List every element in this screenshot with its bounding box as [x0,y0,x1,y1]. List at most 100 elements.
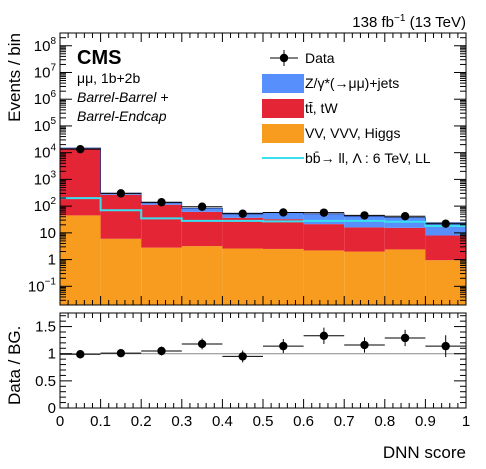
main-ytick-exp-8: 7 [50,62,56,73]
main-ytick-label-0: 10−1 [28,276,57,295]
data-marker-0 [76,144,85,154]
bar-1-7 [344,227,385,252]
cms-label: CMS [77,47,121,69]
data-marker-5 [279,208,288,217]
ratio-y-axis-title: Data / BG. [5,326,24,405]
main-ytick-exp-6: 5 [50,116,56,127]
bar-0-8 [384,249,426,305]
legend-label-3: VV, VVV, Higgs [305,125,400,141]
legend-label-2: tt̄, tW [305,100,338,116]
ratio-point-8 [384,329,426,347]
data-marker-3 [197,202,207,211]
legend-label-1: Z/γ*(→μμ)+jets [305,75,399,91]
ratio-point-5 [263,339,304,354]
legend: Data Z/γ*(→μμ)+jets tt̄, tW VV, VVV, Higgs b… [262,50,431,166]
main-ytick-exp-0: −1 [45,276,57,287]
ratio-marker-7 [360,340,369,350]
legend-marker-dot [279,53,289,63]
ratio-ytick-label-3: 1.5 [35,319,56,336]
lumi-value: 138 fb [352,14,394,31]
bar-1-4 [222,217,263,249]
data-point-9 [425,219,466,228]
lumi-label: 138 fb−1 (13 TeV) [352,13,466,31]
x-tick-label-4: 0.4 [212,413,233,430]
bar-1-8 [384,227,426,250]
ratio-marker-3 [197,339,207,349]
bar-0-7 [344,251,385,305]
main-ytick-label-1: 1 [48,252,56,269]
data-marker-4 [238,209,247,218]
bar-0-0 [60,215,101,305]
bar-1-6 [303,224,345,251]
data-point-2 [141,198,182,207]
main-ytick-base-0: 10 [28,278,45,295]
channel-label: μμ, 1b+2b [77,70,140,86]
legend-label-4: bb̄→ ll, Λ : 6 TeV, LL [305,150,431,166]
main-ytick-exp-4: 3 [50,169,56,180]
x-tick-label-5: 0.5 [253,413,274,430]
signal-step [60,197,466,228]
main-ytick-base-6: 10 [34,118,51,135]
ratio-marker-1 [116,348,126,358]
legend-swatch [262,124,304,143]
ratio-marker-9 [441,341,450,351]
legend-entry-0: Data [270,50,335,66]
data-point-0 [60,144,101,154]
x-tick-label-0: 0 [56,413,64,430]
ratio-marker-0 [76,350,85,359]
bar-0-2 [141,247,182,305]
main-ytick-exp-5: 4 [50,143,56,154]
ratio-x-ticks: 0 0.1 0.2 0.3 0.4 0.5 0.6 0.7 0.8 0.9 1 [56,313,470,430]
ratio-point-0 [60,350,101,359]
data-marker-2 [157,198,166,207]
legend-entry-2: tt̄, tW [262,99,338,118]
ratio-point-1 [100,348,142,358]
main-ytick-base-2: 10 [39,225,56,242]
ratio-y-ticks: 0 0.5 1 1.5 [35,315,466,417]
bar-1-3 [181,211,223,247]
main-y-axis-title: Events / bin [5,33,24,122]
ratio-plot-area [60,313,466,408]
data-point-7 [344,211,385,220]
stack-bars [60,147,466,305]
main-ytick-label-6: 105 [34,116,57,135]
bar-0-5 [263,248,304,305]
x-tick-label-6: 0.6 [293,413,314,430]
data-marker-9 [441,219,450,228]
data-point-6 [303,208,345,217]
legend-entry-1: Z/γ*(→μμ)+jets [262,74,399,93]
legend-swatch [262,99,304,118]
legend-entry-4: bb̄→ ll, Λ : 6 TeV, LL [262,150,431,166]
data-points [60,144,466,228]
bar-0-9 [425,260,466,305]
bar-1-2 [141,204,182,248]
x-tick-label-3: 0.3 [171,413,192,430]
x-tick-label-7: 0.7 [334,413,355,430]
data-marker-7 [360,211,369,220]
main-ytick-label-4: 103 [34,169,57,188]
main-x-ticks [59,33,467,305]
bar-1-0 [60,148,101,216]
bar-1-9 [425,235,466,261]
x-tick-label-9: 0.9 [415,413,436,430]
data-point-4 [222,209,263,218]
bar-0-1 [100,238,142,305]
ratio-point-9 [425,335,466,357]
x-tick-label-10: 1 [462,413,470,430]
x-tick-label-8: 0.8 [374,413,395,430]
main-ytick-label-3: 102 [34,196,57,215]
data-marker-1 [116,189,126,198]
main-ytick-label-2: 10 [39,225,56,242]
legend-entry-3: VV, VVV, Higgs [262,124,400,143]
data-point-5 [263,208,304,217]
data-point-3 [181,202,223,211]
ratio-marker-6 [319,331,329,340]
main-ytick-exp-7: 6 [50,89,56,100]
bar-1-1 [100,194,142,239]
bar-0-3 [181,246,223,305]
ratio-ytick-label-2: 1 [48,346,56,363]
x-tick-label-2: 0.2 [131,413,152,430]
main-ytick-exp-3: 2 [50,196,56,207]
ratio-marker-4 [238,352,247,361]
bar-0-4 [222,248,263,305]
